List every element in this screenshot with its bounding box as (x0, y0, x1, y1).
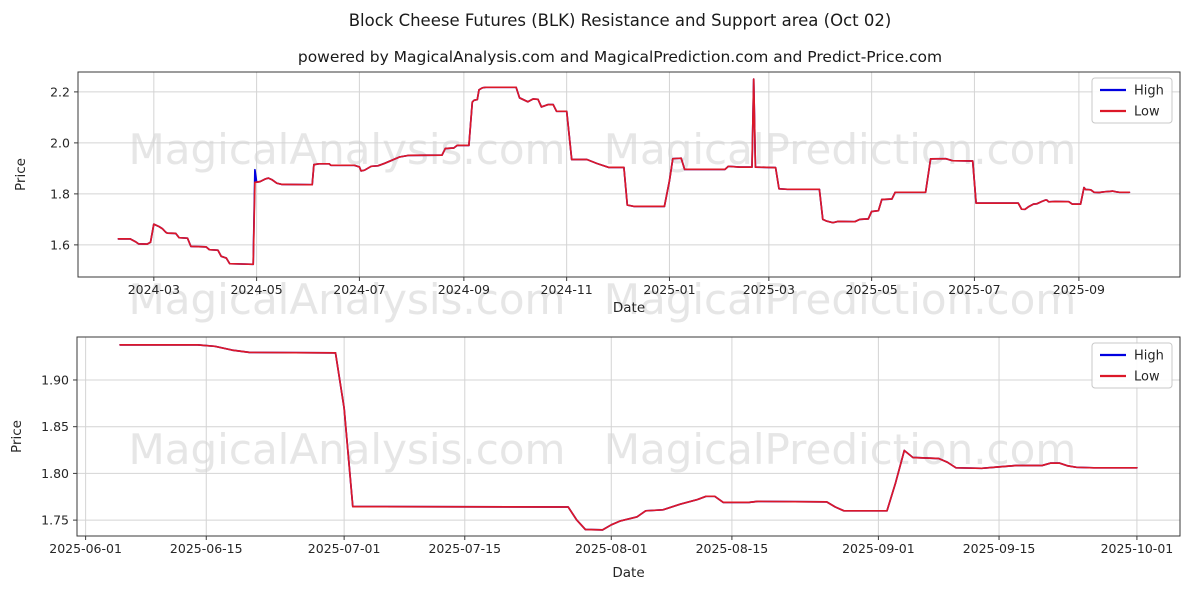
watermark-prediction-row1: MagicalPrediction.com (604, 125, 1077, 174)
x-tick-label: 2025-07 (948, 282, 1000, 297)
watermark-layer: MagicalAnalysis.com MagicalPrediction.co… (129, 125, 1077, 474)
legend-label-high: High (1134, 349, 1164, 364)
y-tick-label: 1.8 (50, 186, 70, 201)
x-tick-label: 2025-09-01 (842, 541, 915, 556)
figure-title: Block Cheese Futures (BLK) Resistance an… (349, 11, 892, 30)
y-tick-label: 1.90 (41, 372, 69, 387)
y-tick-label: 1.85 (41, 419, 69, 434)
x-tick-label: 2025-06-01 (49, 541, 122, 556)
x-tick-label: 2025-07-01 (308, 541, 381, 556)
x-tick-label: 2025-05 (846, 282, 898, 297)
x-tick-label: 2025-06-15 (170, 541, 243, 556)
x-tick-label: 2024-09 (438, 282, 490, 297)
watermark-prediction-row3: MagicalPrediction.com (604, 425, 1077, 474)
axes-border (77, 71, 1181, 278)
legend: High Low (1091, 77, 1173, 124)
watermark-analysis-row1: MagicalAnalysis.com (129, 125, 566, 174)
low-series-line (119, 344, 1138, 531)
watermark-analysis-row2: MagicalAnalysis.com (129, 275, 566, 324)
x-tick-label: 2025-10-01 (1101, 541, 1174, 556)
x-axis-label: Date (613, 300, 645, 316)
x-tick-label: 2025-09 (1053, 282, 1105, 297)
legend: High Low (1091, 342, 1173, 389)
x-tick-label: 2024-05 (230, 282, 282, 297)
figure-subtitle: powered by MagicalAnalysis.com and Magic… (298, 48, 942, 66)
y-tick-label: 1.75 (41, 513, 69, 528)
x-tick-label: 2025-07-15 (428, 541, 501, 556)
x-tick-label: 2025-01 (643, 282, 695, 297)
watermark-prediction-row2: MagicalPrediction.com (604, 275, 1077, 324)
x-tick-label: 2025-08-15 (696, 541, 769, 556)
x-tick-label: 2025-09-15 (963, 541, 1036, 556)
x-tick-label: 2025-08-01 (575, 541, 648, 556)
x-tick-label: 2025-03 (743, 282, 795, 297)
top-price-chart: 2024-03 2024-05 2024-07 2024-09 2024-11 2025-… (13, 71, 1181, 316)
legend-label-low: Low (1134, 370, 1160, 385)
legend-label-high: High (1134, 84, 1164, 99)
x-tick-label: 2024-11 (541, 282, 593, 297)
y-tick-label: 1.6 (50, 237, 70, 252)
y-axis-label: Price (9, 420, 25, 453)
y-tick-label: 1.80 (41, 466, 69, 481)
y-axis-label: Price (13, 158, 29, 191)
x-tick-label: 2024-07 (333, 282, 385, 297)
low-series-line (117, 78, 1131, 266)
x-axis-label: Date (612, 565, 644, 581)
legend-label-low: Low (1134, 105, 1160, 120)
bottom-price-chart: 2025-06-01 2025-06-15 2025-07-01 2025-07-15… (9, 336, 1181, 581)
y-tick-label: 2.0 (50, 135, 70, 150)
axes-border (76, 336, 1181, 537)
x-tick-label: 2024-03 (128, 282, 180, 297)
y-tick-label: 2.2 (50, 84, 70, 99)
